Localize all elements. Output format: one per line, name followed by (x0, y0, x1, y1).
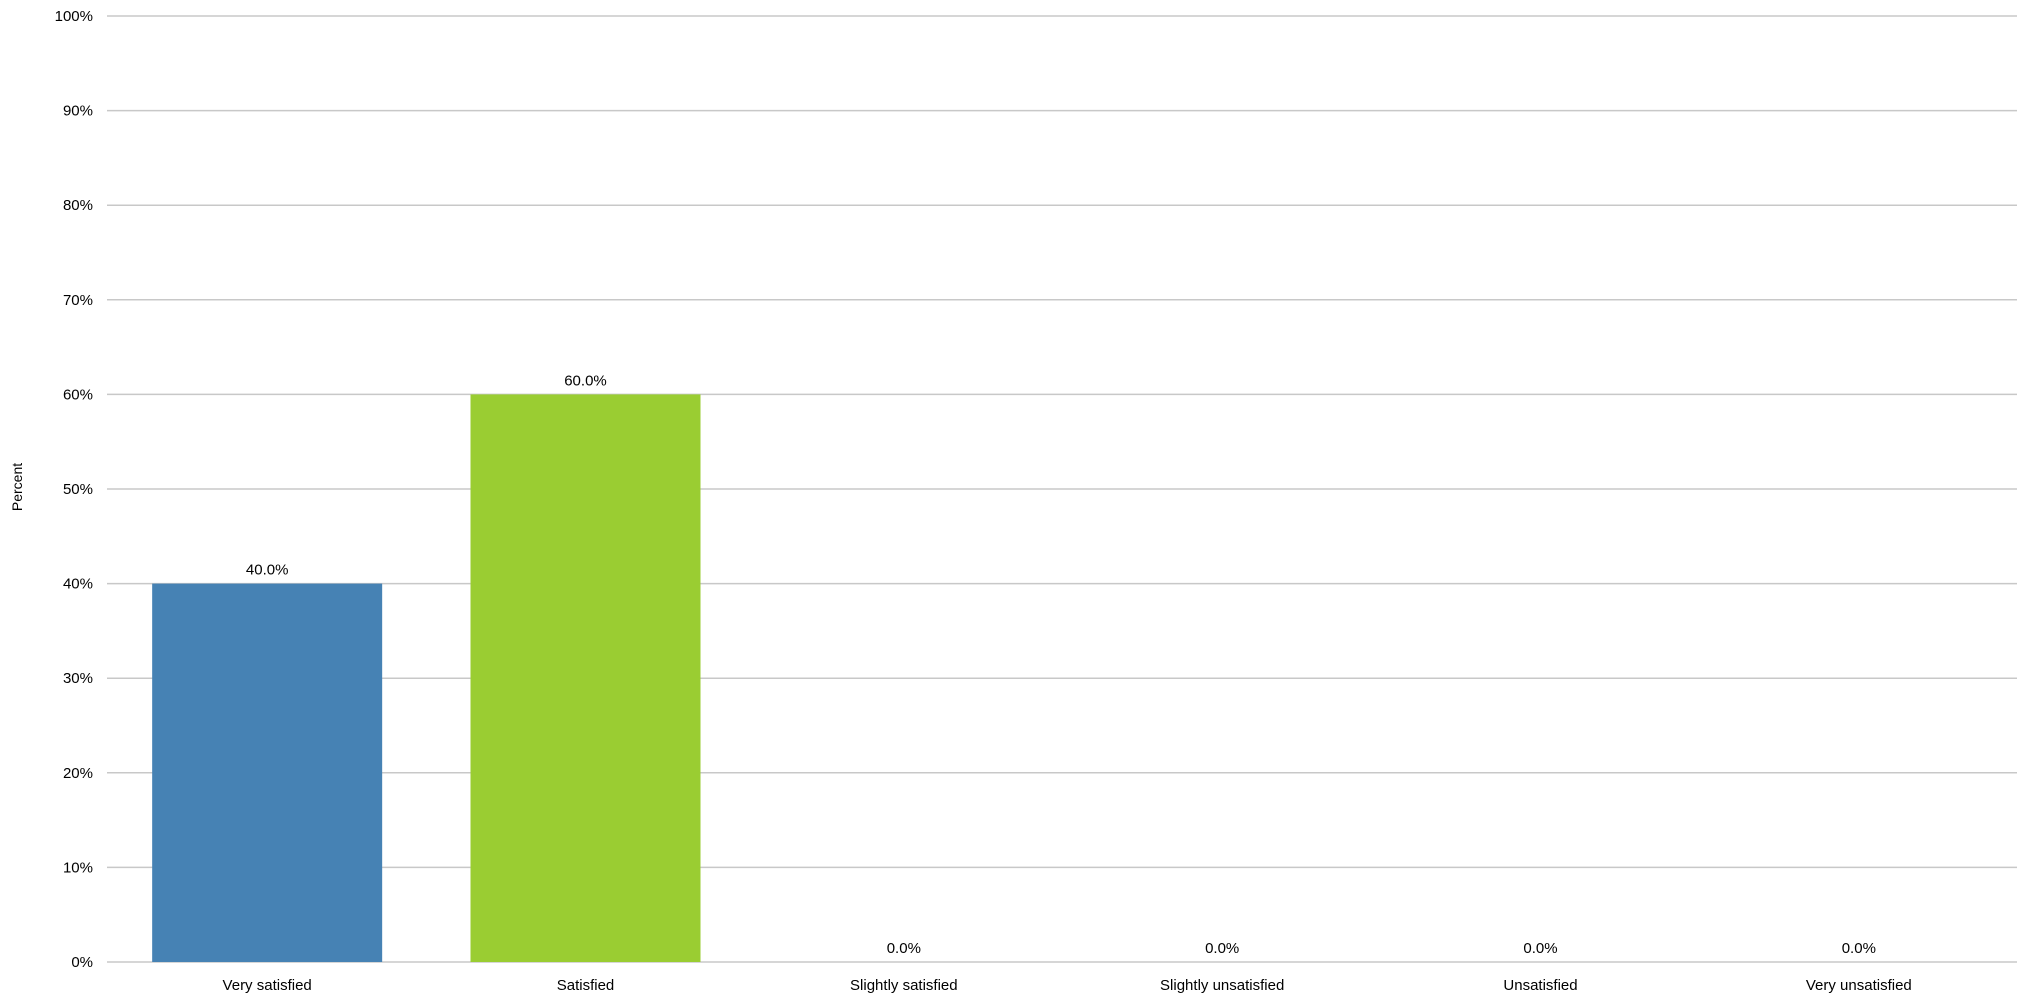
data-label: 40.0% (246, 562, 289, 579)
data-label: 60.0% (564, 372, 607, 389)
gridlines (107, 15, 2017, 963)
x-category-label: Satisfied (557, 977, 615, 994)
data-label: 0.0% (1205, 940, 1239, 957)
x-category-label: Very satisfied (223, 977, 312, 994)
x-category-label: Slightly satisfied (850, 977, 958, 994)
bars (152, 394, 701, 962)
bar (152, 583, 383, 962)
x-axis-categories: Very satisfied Satisfied Slightly satisfie… (223, 977, 1912, 994)
y-tick-label: 100% (55, 8, 93, 25)
y-tick-label: 30% (63, 670, 93, 687)
y-tick-label: 70% (63, 292, 93, 309)
x-category-label: Slightly unsatisfied (1160, 977, 1284, 994)
data-labels: 40.0% 60.0% 0.0% 0.0% 0.0% 0.0% (246, 372, 1876, 957)
y-axis-title: Percent (9, 463, 25, 511)
y-tick-label: 80% (63, 197, 93, 214)
data-label: 0.0% (887, 940, 921, 957)
data-label: 0.0% (1523, 940, 1557, 957)
x-category-label: Unsatisfied (1503, 977, 1577, 994)
y-tick-label: 20% (63, 765, 93, 782)
y-tick-label: 40% (63, 576, 93, 593)
y-tick-label: 60% (63, 386, 93, 403)
y-tick-label: 50% (63, 481, 93, 498)
y-axis-ticks: 0% 10% 20% 30% 40% 50% 60% 70% 80% 90% 100% (55, 8, 93, 971)
data-label: 0.0% (1842, 940, 1876, 957)
y-tick-label: 90% (63, 103, 93, 120)
bar (470, 394, 701, 962)
y-tick-label: 10% (63, 859, 93, 876)
x-category-label: Very unsatisfied (1806, 977, 1912, 994)
y-tick-label: 0% (71, 954, 93, 971)
